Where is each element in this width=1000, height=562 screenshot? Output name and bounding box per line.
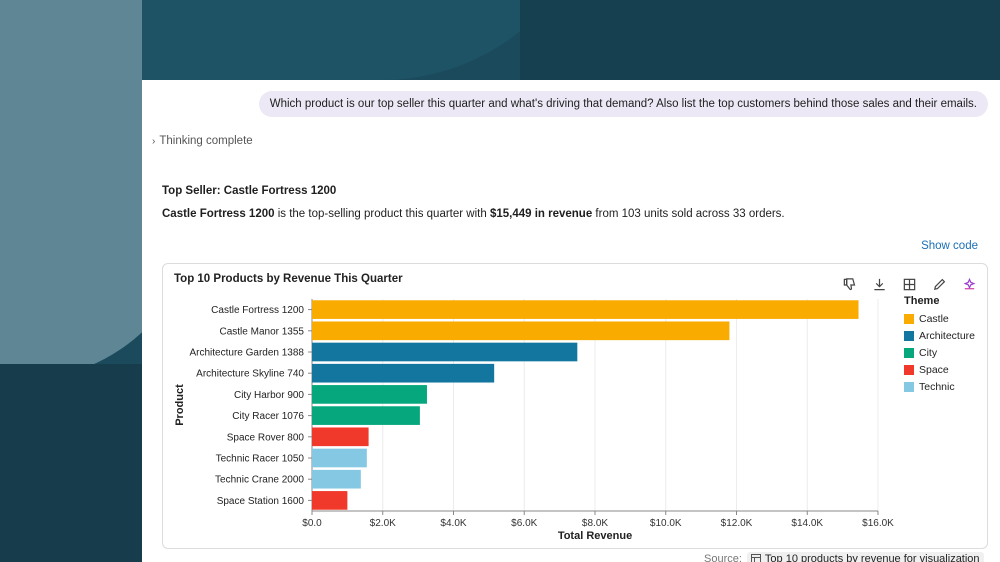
bar-chart: $0.0 $2.0K $4.0K $6.0K $8.0K $10.0K $12.0K $14.… [174, 299, 894, 542]
sparkle-icon[interactable] [959, 274, 979, 294]
legend-swatch [904, 331, 914, 342]
answer-body: Castle Fortress 1200 is the top-selling … [162, 208, 785, 220]
y-tick-label: Castle Fortress 1200 [211, 305, 304, 316]
bar [312, 491, 348, 510]
y-tick-label: Architecture Garden 1388 [189, 348, 304, 359]
legend-label: Technic [919, 380, 955, 393]
chart-card: Top 10 Products by Revenue This Quarter … [162, 263, 988, 549]
bar [312, 427, 369, 447]
legend-label: Space [919, 363, 949, 376]
source-link-text: Top 10 products by revenue for visualiza… [764, 553, 980, 562]
y-tick-label: Technic Racer 1050 [216, 454, 305, 465]
legend-item: Architecture [904, 328, 975, 345]
answer-revenue: $15,449 in revenue [489, 208, 593, 220]
chat-panel: Which product is our top seller this qua… [142, 80, 1000, 562]
bar [312, 469, 361, 489]
y-tick-label: Technic Crane 2000 [215, 475, 304, 486]
y-tick-label: City Racer 1076 [232, 411, 304, 422]
bar [312, 448, 367, 468]
bar [312, 363, 495, 383]
thinking-toggle[interactable]: › Thinking complete [152, 135, 253, 147]
chart-title: Top 10 Products by Revenue This Quarter [174, 273, 403, 285]
legend-item: City [904, 345, 975, 362]
y-tick-label: Castle Manor 1355 [220, 326, 305, 337]
legend-item: Space [904, 361, 975, 378]
source-footer: Source: Top 10 products by revenue for v… [704, 552, 984, 562]
x-tick-label: $4.0K [440, 518, 466, 529]
y-tick-label: Space Station 1600 [217, 496, 305, 507]
x-tick-label: $12.0K [721, 518, 753, 529]
legend-swatch [904, 364, 914, 375]
bar [312, 300, 859, 319]
x-tick-label: $14.0K [791, 518, 823, 529]
legend-swatch [904, 347, 914, 358]
pencil-icon[interactable] [929, 274, 949, 294]
y-tick-label: City Harbor 900 [234, 390, 304, 401]
bar [312, 406, 420, 425]
x-tick-label: $16.0K [862, 518, 894, 529]
x-tick-label: $8.0K [582, 518, 608, 529]
x-tick-label: $6.0K [511, 518, 537, 529]
y-tick-label: Architecture Skyline 740 [196, 369, 304, 380]
chevron-right-icon: › [152, 135, 156, 147]
background-shape [0, 364, 142, 562]
thinking-label: Thinking complete [159, 135, 253, 147]
answer-product: Castle Fortress 1200 [162, 208, 275, 220]
legend-title: Theme [904, 295, 940, 307]
bar [312, 342, 578, 362]
download-icon[interactable] [869, 274, 889, 294]
bar [312, 321, 730, 341]
legend-item: Castle [904, 311, 975, 328]
legend-label: Architecture [919, 330, 976, 343]
thumbs-down-icon[interactable] [839, 274, 859, 294]
chart-toolbar [839, 274, 979, 294]
source-label: Source: [704, 553, 742, 562]
user-message: Which product is our top seller this qua… [258, 91, 988, 117]
answer-title: Top Seller: Castle Fortress 1200 [162, 185, 337, 197]
legend-label: Castle [919, 313, 949, 326]
background-shape [520, 0, 1000, 80]
legend-item: Technic [904, 378, 975, 395]
answer-text: from 103 units sold across 33 orders. [592, 208, 785, 220]
table-icon [750, 554, 761, 562]
x-axis-title: Total Revenue [558, 530, 632, 542]
chart-legend: Theme Castle Architecture City Space Technic [904, 295, 975, 395]
legend-swatch [904, 381, 914, 392]
legend-label: City [919, 346, 938, 359]
source-link[interactable]: Top 10 products by revenue for visualiza… [746, 552, 984, 562]
x-tick-label: $10.0K [650, 518, 682, 529]
bar [312, 385, 427, 404]
x-tick-label: $0.0 [302, 518, 322, 529]
y-tick-label: Space Rover 800 [227, 432, 305, 443]
legend-swatch [904, 314, 914, 325]
show-code-link[interactable]: Show code [921, 240, 978, 252]
answer-text: is the top-selling product this quarter … [274, 208, 490, 220]
table-icon[interactable] [899, 274, 919, 294]
x-tick-label: $2.0K [370, 518, 396, 529]
y-axis-title: Product [174, 384, 186, 426]
